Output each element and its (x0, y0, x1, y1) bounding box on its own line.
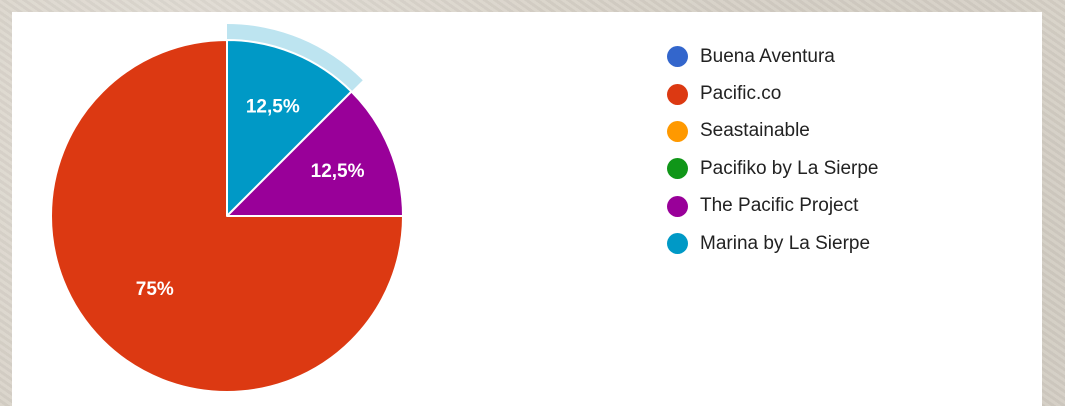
legend-item-marina-by-la-sierpe[interactable]: Marina by La Sierpe (667, 225, 879, 262)
legend-item-buena-aventura[interactable]: Buena Aventura (667, 38, 879, 75)
legend-item-the-pacific-project[interactable]: The Pacific Project (667, 188, 879, 225)
legend-marker-icon (667, 120, 688, 142)
legend: Buena Aventura Pacific.co Seastainable Paci… (667, 38, 879, 262)
legend-marker-icon (667, 158, 688, 180)
chart-card: 12,5% 12,5% 75% Buena Aventura Pacific.co Se… (12, 12, 1042, 406)
pie-chart: 12,5% 12,5% 75% (50, 24, 404, 393)
legend-item-seastainable[interactable]: Seastainable (667, 113, 879, 150)
slice-label-marina-by-la-sierpe: 12,5% (246, 96, 300, 117)
slice-pacific-co[interactable] (50, 39, 404, 393)
slice-highlight-marina-by-la-sierpe (227, 24, 363, 92)
legend-item-pacific-co[interactable]: Pacific.co (667, 75, 879, 112)
legend-marker-icon (667, 83, 688, 105)
legend-label: Seastainable (700, 120, 810, 142)
legend-marker-icon (667, 195, 688, 217)
legend-item-pacifiko-by-la-sierpe[interactable]: Pacifiko by La Sierpe (667, 150, 879, 187)
slice-label-pacific-co: 75% (136, 279, 174, 300)
slice-marina-by-la-sierpe[interactable] (226, 39, 353, 217)
slice-label-the-pacific-project: 12,5% (311, 161, 365, 182)
legend-label: Buena Aventura (700, 45, 835, 67)
legend-marker-icon (667, 233, 688, 255)
legend-marker-icon (667, 46, 688, 68)
legend-label: Pacific.co (700, 83, 782, 105)
legend-label: Marina by La Sierpe (700, 232, 871, 254)
legend-label: Pacifiko by La Sierpe (700, 157, 879, 179)
slice-the-pacific-project[interactable] (226, 90, 404, 217)
legend-label: The Pacific Project (700, 195, 859, 217)
